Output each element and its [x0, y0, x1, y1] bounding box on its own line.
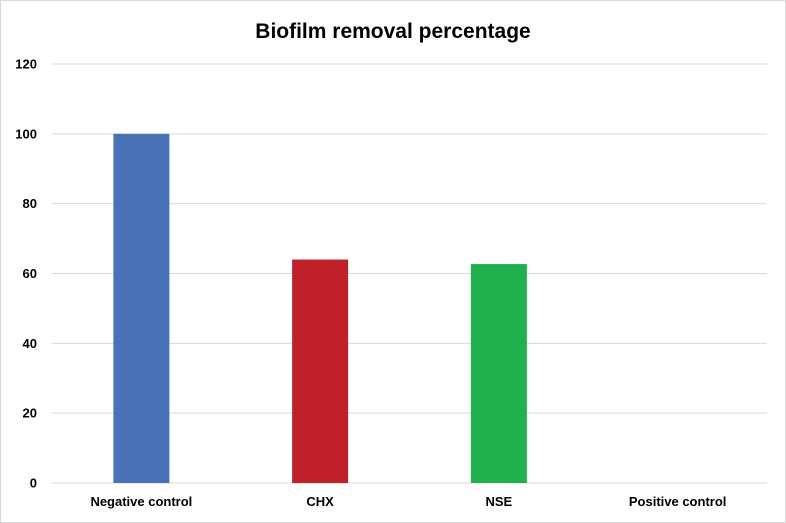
x-category-label: Positive control — [629, 494, 727, 509]
y-tick-label: 120 — [15, 57, 37, 72]
y-axis-tick-labels: 0 20 40 60 80 100 120 — [15, 57, 37, 491]
y-tick-label: 80 — [23, 196, 37, 211]
y-tick-label: 60 — [23, 266, 37, 281]
x-category-label: NSE — [486, 494, 513, 509]
x-category-label: CHX — [306, 494, 334, 509]
x-axis-category-labels: Negative control CHX NSE Positive control — [90, 494, 726, 509]
chart-title: Biofilm removal percentage — [255, 20, 530, 43]
y-tick-label: 100 — [15, 126, 37, 141]
y-tick-label: 20 — [23, 406, 37, 421]
bar-nse — [470, 264, 527, 483]
bar-negative-control — [113, 133, 170, 484]
y-tick-label: 0 — [30, 476, 37, 491]
x-category-label: Negative control — [90, 494, 192, 509]
gridlines — [52, 63, 767, 484]
bar-chx — [292, 259, 349, 483]
y-tick-label: 40 — [23, 336, 37, 351]
bars — [113, 133, 527, 484]
